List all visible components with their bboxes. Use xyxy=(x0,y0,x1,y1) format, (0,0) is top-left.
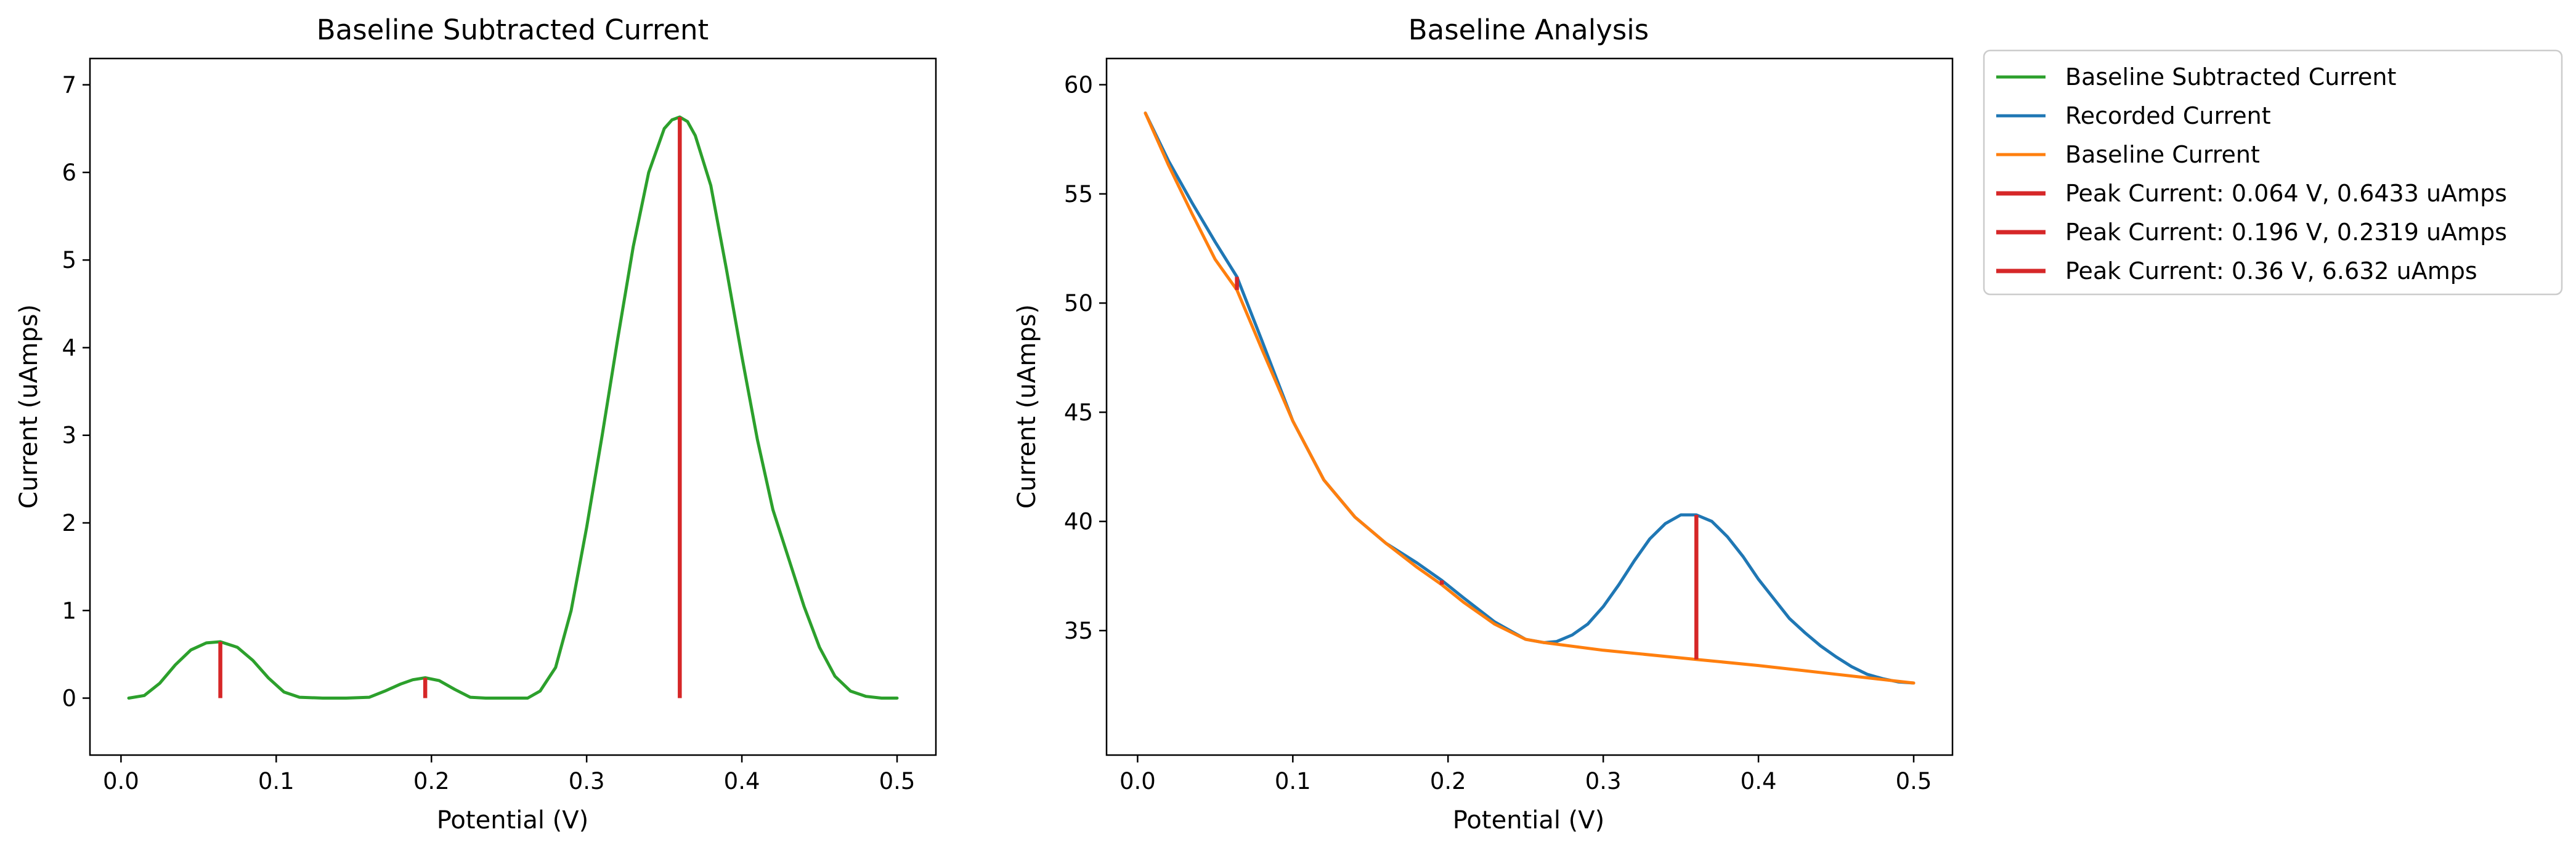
axes-frame xyxy=(89,57,937,756)
y-tick-label: 55 xyxy=(1064,181,1093,208)
x-tick-label: 0.5 xyxy=(1896,768,1932,794)
legend-label: Baseline Current xyxy=(2065,141,2260,168)
x-tick-label: 0.2 xyxy=(413,768,450,794)
y-tick-label: 2 xyxy=(62,510,76,536)
y-tick-label: 1 xyxy=(62,597,76,624)
x-tick-label: 0.3 xyxy=(569,768,605,794)
x-tick-label: 0.0 xyxy=(1119,768,1156,794)
axes-frame xyxy=(1105,57,1954,756)
y-tick-label: 0 xyxy=(62,685,76,712)
y-tick-label: 35 xyxy=(1064,618,1093,644)
x-tick-label: 0.0 xyxy=(103,768,139,794)
y-tick-label: 3 xyxy=(62,422,76,449)
y-tick-label: 5 xyxy=(62,247,76,273)
legend-label: Peak Current: 0.196 V, 0.2319 uAmps xyxy=(2065,219,2507,246)
legend-frame xyxy=(1983,49,2563,296)
series-line-baseline-subtracted-current xyxy=(127,115,899,700)
x-tick-label: 0.2 xyxy=(1430,768,1466,794)
y-tick-label: 6 xyxy=(62,160,76,186)
x-tick-label: 0.1 xyxy=(258,768,295,794)
y-axis-label: Current (uAmps) xyxy=(15,304,43,509)
y-tick-label: 45 xyxy=(1064,399,1093,426)
x-tick-label: 0.3 xyxy=(1585,768,1622,794)
chart-baseline-analysis: Baseline Analysis Potential (V) Current … xyxy=(1013,14,1954,835)
y-axis-label: Current (uAmps) xyxy=(1013,304,1041,509)
x-tick-label: 0.4 xyxy=(1741,768,1777,794)
x-axis-label: Potential (V) xyxy=(1453,806,1605,835)
chart-baseline-subtracted: Baseline Subtracted Current Potential (V… xyxy=(15,14,937,835)
plot-area-left xyxy=(127,115,899,700)
legend-label: Recorded Current xyxy=(2065,102,2271,129)
legend-label: Peak Current: 0.064 V, 0.6433 uAmps xyxy=(2065,180,2507,207)
x-tick-label: 0.1 xyxy=(1275,768,1311,794)
x-axis-label: Potential (V) xyxy=(437,806,589,835)
legend-label: Peak Current: 0.36 V, 6.632 uAmps xyxy=(2065,257,2477,285)
series-line-baseline-current xyxy=(1144,111,1916,685)
x-tick-label: 0.5 xyxy=(879,768,916,794)
y-tick-label: 60 xyxy=(1064,72,1093,99)
series-line-recorded-current xyxy=(1144,111,1916,685)
legend-label: Baseline Subtracted Current xyxy=(2065,63,2396,91)
y-tick-label: 4 xyxy=(62,334,76,361)
plot-area-right xyxy=(1144,111,1916,685)
chart-title: Baseline Subtracted Current xyxy=(317,14,709,46)
y-tick-label: 50 xyxy=(1064,290,1093,317)
x-tick-label: 0.4 xyxy=(724,768,760,794)
y-tick-label: 7 xyxy=(62,72,76,99)
chart-title: Baseline Analysis xyxy=(1408,14,1649,46)
legend: Baseline Subtracted Current Recorded Curr… xyxy=(1983,49,2563,296)
y-tick-label: 40 xyxy=(1064,509,1093,535)
